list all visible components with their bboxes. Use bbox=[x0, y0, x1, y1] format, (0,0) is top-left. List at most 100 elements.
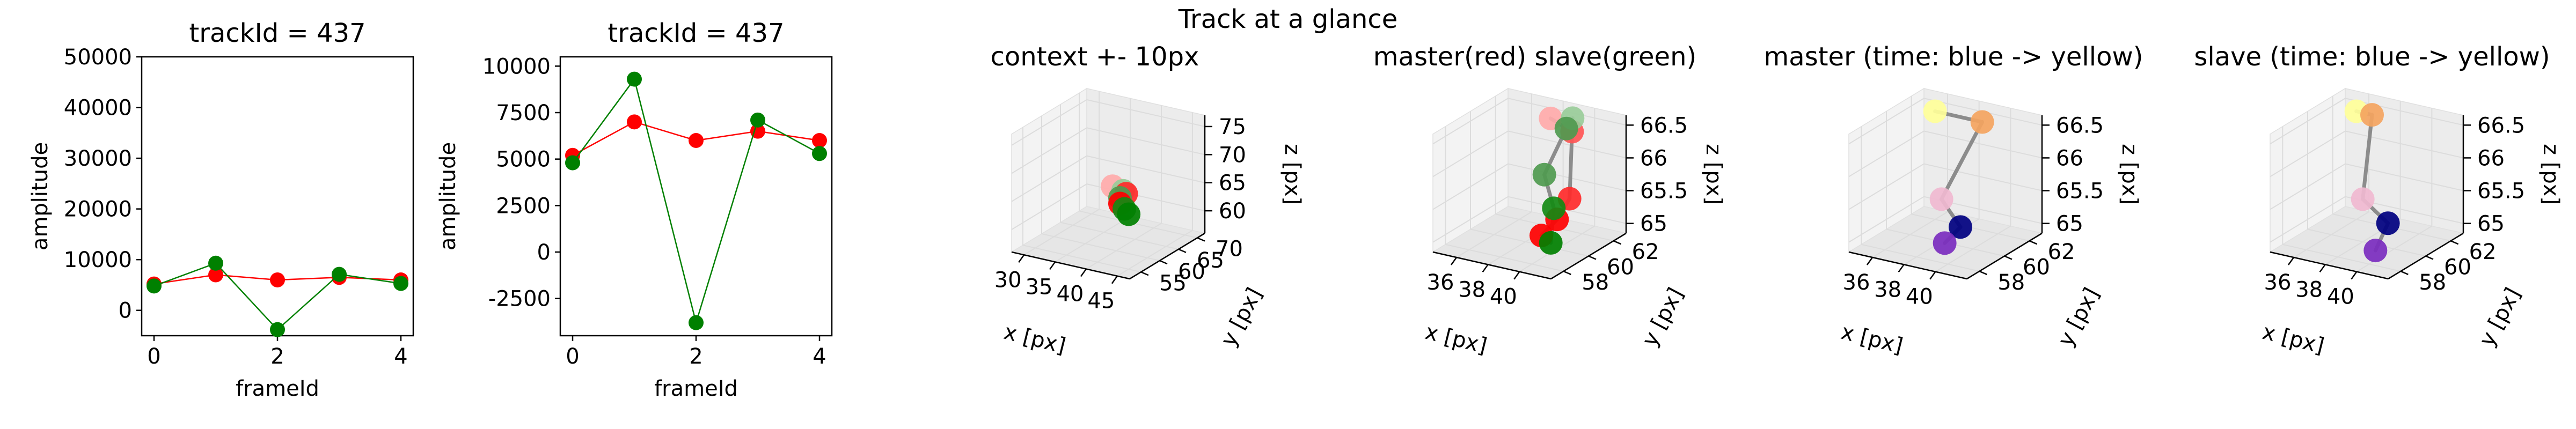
z-tick-label: 65.5 bbox=[2477, 179, 2525, 204]
y-tick-label: 0 bbox=[119, 299, 132, 323]
panels: trackId = 437010000200003000040000500000… bbox=[28, 18, 2563, 401]
z-gridline bbox=[1848, 130, 2043, 177]
y-tick-mark bbox=[2029, 240, 2038, 245]
scatter-point bbox=[1949, 215, 1972, 239]
x-tick-label: 0 bbox=[147, 344, 160, 369]
x-tick-label: 4 bbox=[394, 344, 407, 369]
series-2-point bbox=[689, 315, 704, 330]
x-tick-label: 36 bbox=[1427, 270, 1454, 295]
slave-point bbox=[1554, 116, 1578, 140]
y-tick-label: 55 bbox=[1159, 271, 1187, 295]
scatter-point bbox=[1970, 110, 1994, 134]
y-tick-label: -2500 bbox=[488, 287, 551, 312]
x-tick-mark bbox=[1866, 257, 1874, 265]
x-tick-label: 0 bbox=[566, 344, 579, 369]
y-axis-line bbox=[1129, 232, 1205, 280]
x-gridline bbox=[1456, 94, 1532, 258]
z-gridline bbox=[1848, 196, 2043, 243]
slave-point bbox=[1539, 231, 1563, 255]
slave-point bbox=[1542, 196, 1566, 220]
z-tick-label: 66.5 bbox=[2056, 113, 2104, 138]
x-axis-label: x [px] bbox=[1423, 320, 1489, 359]
chart-title: context +- 10px bbox=[991, 42, 1199, 72]
series-2-point bbox=[812, 146, 827, 161]
y-tick-mark bbox=[1979, 270, 1987, 275]
y-tick-label: 10000 bbox=[64, 248, 132, 272]
y-axis-label: y [px] bbox=[2475, 284, 2526, 351]
slave-point bbox=[1532, 162, 1556, 187]
series-1-point bbox=[812, 133, 827, 148]
scatter-point bbox=[1933, 231, 1957, 255]
y-tick-mark bbox=[2425, 255, 2434, 260]
series-1-point bbox=[627, 114, 642, 130]
y-axis-label: y [px] bbox=[1216, 284, 1267, 351]
y-gridline bbox=[2332, 96, 2451, 242]
y-axis-label: amplitude bbox=[28, 142, 53, 250]
y-tick-mark bbox=[1140, 271, 1149, 276]
x-tick-label: 4 bbox=[813, 344, 826, 369]
x-tick-mark bbox=[1929, 271, 1936, 280]
series-1-point bbox=[689, 133, 704, 148]
z-tick-label: 65 bbox=[1640, 212, 1667, 236]
x-tick-label: 40 bbox=[1906, 285, 1933, 309]
z-tick-label: 66 bbox=[2056, 146, 2083, 171]
series-2-point bbox=[565, 155, 580, 171]
x-tick-label: 30 bbox=[994, 268, 1022, 292]
x-tick-label: 2 bbox=[689, 344, 702, 369]
x-tick-label: 38 bbox=[2295, 277, 2323, 302]
chart-title: trackId = 437 bbox=[189, 18, 365, 48]
chart-title: slave (time: blue -> yellow) bbox=[2194, 42, 2550, 72]
y-tick-mark bbox=[1613, 240, 1622, 245]
y-tick-label: 62 bbox=[2469, 240, 2497, 264]
x-tick-label: 40 bbox=[1490, 285, 1517, 309]
z-gridline bbox=[1432, 98, 1627, 145]
figure-suptitle: Track at a glance bbox=[1178, 4, 1398, 34]
z-tick-label: 65 bbox=[2477, 212, 2505, 236]
x-tick-mark bbox=[1049, 261, 1056, 270]
plot-frame bbox=[141, 56, 414, 337]
line-chart-2: trackId = 437 -2500 0 2500 5000 7500 10000 0 2 4 f… bbox=[436, 18, 833, 401]
x-tick-label: 40 bbox=[1056, 282, 1084, 307]
series-2-point bbox=[332, 267, 347, 282]
z-gridline bbox=[1848, 163, 2043, 210]
z-tick-label: 66.5 bbox=[2477, 113, 2525, 138]
y-tick-label: 7500 bbox=[496, 101, 551, 125]
z-gridline bbox=[2270, 130, 2464, 177]
z-gridline bbox=[1011, 127, 1205, 174]
x-tick-mark bbox=[1018, 254, 1025, 263]
x-axis-label: frameId bbox=[236, 376, 319, 401]
scatter-point bbox=[2351, 187, 2375, 211]
y-axis-label: y [px] bbox=[2053, 284, 2104, 351]
y-tick-label: 60 bbox=[2444, 255, 2471, 280]
y-tick-label: 30000 bbox=[64, 146, 132, 171]
y-gridline bbox=[1886, 111, 2005, 257]
x-axis-line bbox=[1848, 251, 1967, 280]
z-gridline bbox=[1432, 196, 1627, 243]
y-tick-label: 40000 bbox=[64, 96, 132, 121]
y-axis-label: y [px] bbox=[1637, 284, 1688, 351]
x-tick-label: 38 bbox=[1874, 277, 1901, 302]
x-tick-mark bbox=[1898, 264, 1905, 273]
x-tick-label: 38 bbox=[1458, 277, 1485, 302]
plot-frame bbox=[559, 56, 833, 337]
series-2-point bbox=[208, 255, 223, 271]
x-tick-mark bbox=[1080, 268, 1087, 277]
z-gridline bbox=[1848, 98, 2043, 145]
x-tick-label: 40 bbox=[2327, 285, 2354, 309]
scatter3d-chart-3: master (time: blue -> yellow)36 38 4058606… bbox=[1764, 42, 2143, 359]
y-tick-mark bbox=[2450, 240, 2459, 245]
x-axis-line bbox=[1011, 251, 1130, 280]
series-2-point bbox=[750, 112, 765, 128]
scatter-point bbox=[2363, 239, 2388, 263]
y-tick-label: 65 bbox=[1197, 248, 1224, 273]
chart-title: trackId = 437 bbox=[608, 18, 784, 48]
z-tick-label: 66.5 bbox=[1640, 113, 1688, 138]
x-tick-label: 36 bbox=[1843, 270, 1870, 295]
series-2-point bbox=[393, 276, 408, 291]
track-connector bbox=[2361, 113, 2374, 201]
z-tick-label: 65 bbox=[2056, 212, 2083, 236]
z-axis-label: z [px] bbox=[1280, 144, 1305, 205]
